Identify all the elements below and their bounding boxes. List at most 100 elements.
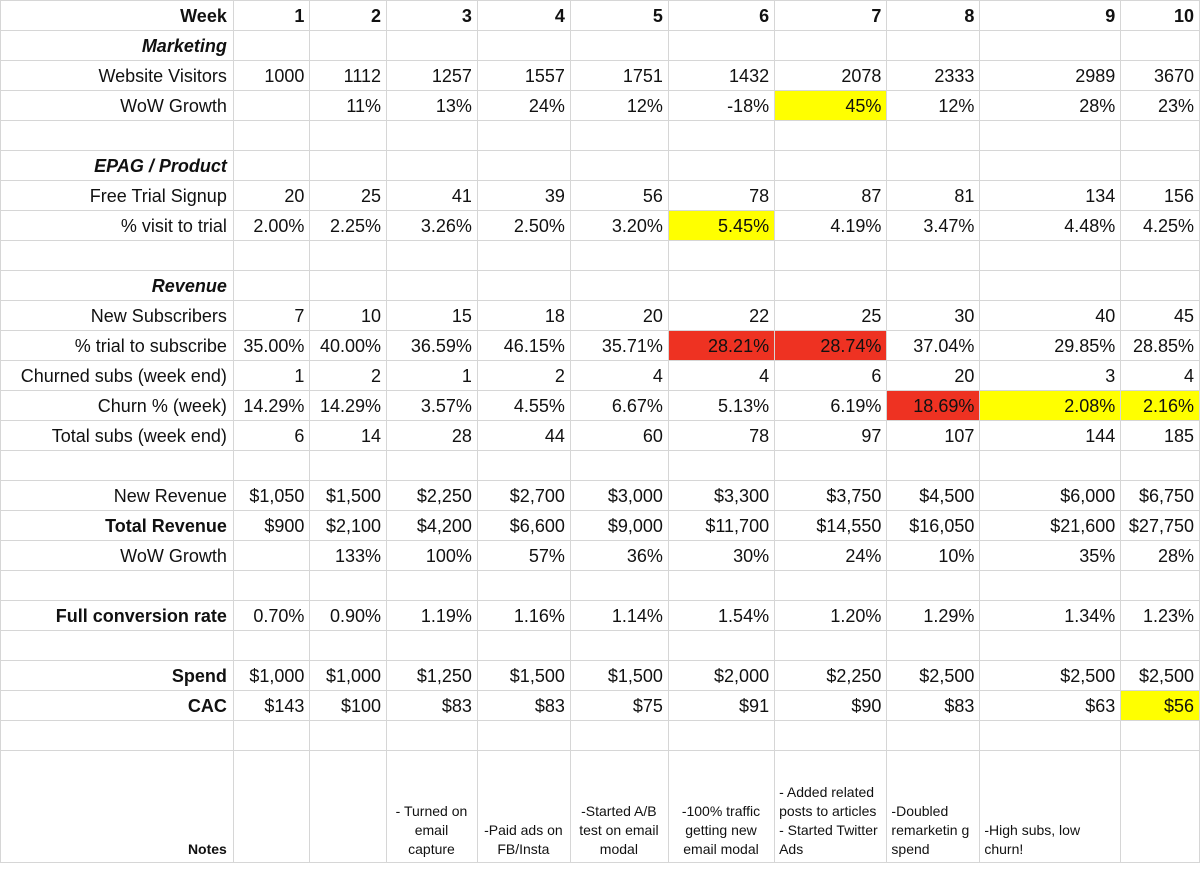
note-cell[interactable] bbox=[309, 750, 388, 863]
empty-cell[interactable] bbox=[667, 720, 776, 751]
data-cell[interactable]: $1,050 bbox=[232, 480, 311, 511]
data-cell[interactable]: 87 bbox=[774, 180, 888, 211]
data-cell[interactable]: 30 bbox=[886, 300, 981, 331]
empty-cell[interactable] bbox=[232, 150, 311, 181]
data-cell[interactable]: 6.67% bbox=[569, 390, 669, 421]
data-cell[interactable]: $1,000 bbox=[309, 660, 388, 691]
empty-cell[interactable] bbox=[1120, 450, 1200, 481]
row-label[interactable]: New Revenue bbox=[0, 480, 234, 511]
row-label[interactable]: Website Visitors bbox=[0, 60, 234, 91]
data-cell[interactable]: 1.29% bbox=[886, 600, 981, 631]
data-cell[interactable]: 22 bbox=[667, 300, 776, 331]
data-cell[interactable]: 6 bbox=[232, 420, 311, 451]
week-header-cell[interactable]: 7 bbox=[774, 0, 888, 31]
empty-cell[interactable] bbox=[886, 570, 981, 601]
data-cell[interactable]: 35.71% bbox=[569, 330, 669, 361]
highlighted-cell[interactable]: 2.16% bbox=[1120, 390, 1200, 421]
empty-cell[interactable] bbox=[774, 120, 888, 151]
empty-cell[interactable] bbox=[979, 30, 1122, 61]
empty-cell[interactable] bbox=[386, 240, 478, 271]
empty-cell[interactable] bbox=[886, 450, 981, 481]
data-cell[interactable]: $83 bbox=[386, 690, 478, 721]
data-cell[interactable]: 1112 bbox=[309, 60, 388, 91]
week-header-cell[interactable]: 5 bbox=[569, 0, 669, 31]
data-cell[interactable]: 23% bbox=[1120, 90, 1200, 121]
empty-cell[interactable] bbox=[569, 450, 669, 481]
data-cell[interactable]: 2 bbox=[309, 360, 388, 391]
data-cell[interactable]: $2,100 bbox=[309, 510, 388, 541]
data-cell[interactable]: 14.29% bbox=[232, 390, 311, 421]
data-cell[interactable]: 3.26% bbox=[386, 210, 478, 241]
note-cell[interactable]: -100% traffic getting new email modal bbox=[667, 750, 776, 863]
empty-cell[interactable] bbox=[667, 240, 776, 271]
data-cell[interactable]: $143 bbox=[232, 690, 311, 721]
empty-cell[interactable] bbox=[476, 150, 571, 181]
data-cell[interactable]: $6,600 bbox=[476, 510, 571, 541]
data-cell[interactable]: 4.55% bbox=[476, 390, 571, 421]
empty-cell[interactable] bbox=[386, 630, 478, 661]
data-cell[interactable]: $2,500 bbox=[979, 660, 1122, 691]
empty-cell[interactable] bbox=[1120, 30, 1200, 61]
data-cell[interactable]: $2,250 bbox=[774, 660, 888, 691]
data-cell[interactable]: 97 bbox=[774, 420, 888, 451]
marketing-section-title[interactable]: Marketing bbox=[0, 30, 234, 61]
data-cell[interactable]: 3670 bbox=[1120, 60, 1200, 91]
highlighted-cell[interactable]: 18.69% bbox=[886, 390, 981, 421]
data-cell[interactable]: -18% bbox=[667, 90, 776, 121]
data-cell[interactable]: 11% bbox=[309, 90, 388, 121]
empty-cell[interactable] bbox=[0, 450, 234, 481]
data-cell[interactable]: 144 bbox=[979, 420, 1122, 451]
empty-cell[interactable] bbox=[309, 240, 388, 271]
data-cell[interactable]: $3,750 bbox=[774, 480, 888, 511]
data-cell[interactable]: $21,600 bbox=[979, 510, 1122, 541]
data-cell[interactable]: 6.19% bbox=[774, 390, 888, 421]
empty-cell[interactable] bbox=[1120, 630, 1200, 661]
row-label[interactable]: Full conversion rate bbox=[0, 600, 234, 631]
data-cell[interactable]: $1,000 bbox=[232, 660, 311, 691]
data-cell[interactable]: 0.90% bbox=[309, 600, 388, 631]
data-cell[interactable]: $90 bbox=[774, 690, 888, 721]
row-label[interactable]: Total Revenue bbox=[0, 510, 234, 541]
empty-cell[interactable] bbox=[232, 720, 311, 751]
empty-cell[interactable] bbox=[476, 720, 571, 751]
empty-cell[interactable] bbox=[774, 30, 888, 61]
data-cell[interactable]: 41 bbox=[386, 180, 478, 211]
note-cell[interactable] bbox=[1120, 750, 1200, 863]
data-cell[interactable]: 2989 bbox=[979, 60, 1122, 91]
empty-cell[interactable] bbox=[774, 240, 888, 271]
empty-cell[interactable] bbox=[1120, 240, 1200, 271]
data-cell[interactable]: 25 bbox=[309, 180, 388, 211]
data-cell[interactable]: 24% bbox=[774, 540, 888, 571]
data-cell[interactable]: 78 bbox=[667, 180, 776, 211]
empty-cell[interactable] bbox=[569, 30, 669, 61]
data-cell[interactable]: 45 bbox=[1120, 300, 1200, 331]
empty-cell[interactable] bbox=[386, 570, 478, 601]
empty-cell[interactable] bbox=[476, 270, 571, 301]
data-cell[interactable]: $2,500 bbox=[886, 660, 981, 691]
data-cell[interactable]: 39 bbox=[476, 180, 571, 211]
data-cell[interactable]: 28.85% bbox=[1120, 330, 1200, 361]
data-cell[interactable]: 24% bbox=[476, 90, 571, 121]
week-header-label[interactable]: Week bbox=[0, 0, 234, 31]
empty-cell[interactable] bbox=[476, 120, 571, 151]
data-cell[interactable]: 2 bbox=[476, 360, 571, 391]
empty-cell[interactable] bbox=[309, 270, 388, 301]
data-cell[interactable]: 0.70% bbox=[232, 600, 311, 631]
revenue-section-title[interactable]: Revenue bbox=[0, 270, 234, 301]
empty-cell[interactable] bbox=[232, 630, 311, 661]
empty-cell[interactable] bbox=[386, 450, 478, 481]
notes-label[interactable]: Notes bbox=[0, 750, 234, 863]
highlighted-cell[interactable]: 28.21% bbox=[667, 330, 776, 361]
empty-cell[interactable] bbox=[979, 150, 1122, 181]
empty-cell[interactable] bbox=[386, 30, 478, 61]
empty-cell[interactable] bbox=[569, 630, 669, 661]
data-cell[interactable]: 133% bbox=[309, 540, 388, 571]
data-cell[interactable]: 40.00% bbox=[309, 330, 388, 361]
empty-cell[interactable] bbox=[386, 150, 478, 181]
week-header-cell[interactable]: 3 bbox=[386, 0, 478, 31]
row-label[interactable]: Churn % (week) bbox=[0, 390, 234, 421]
empty-cell[interactable] bbox=[476, 570, 571, 601]
data-cell[interactable]: 134 bbox=[979, 180, 1122, 211]
data-cell[interactable]: 4.25% bbox=[1120, 210, 1200, 241]
data-cell[interactable]: 4 bbox=[569, 360, 669, 391]
